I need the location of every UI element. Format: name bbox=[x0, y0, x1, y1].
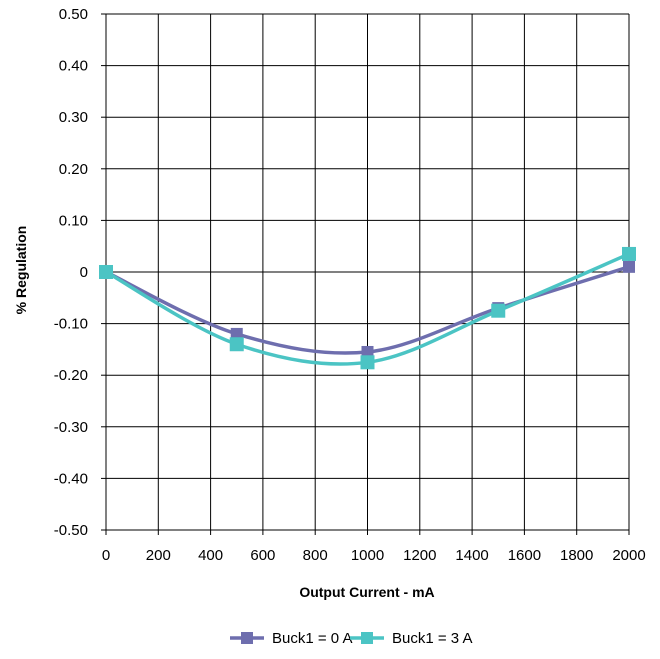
y-tick-label: 0.30 bbox=[59, 109, 88, 126]
y-tick-label: 0 bbox=[80, 264, 88, 281]
y-tick-label: -0.30 bbox=[54, 419, 88, 436]
data-point-1 bbox=[229, 337, 244, 352]
series-markers bbox=[99, 246, 636, 370]
x-tick-label: 200 bbox=[146, 547, 171, 564]
y-axis-ticks: 0.50 0.40 0.30 0.20 0.10 0 -0.10 -0.20 -0.30 -0.4… bbox=[54, 6, 88, 539]
y-tick-label: -0.40 bbox=[54, 470, 88, 487]
data-point-0 bbox=[623, 260, 635, 273]
x-tick-label: 1000 bbox=[351, 547, 384, 564]
y-axis-title: % Regulation bbox=[13, 226, 29, 315]
x-tick-label: 400 bbox=[198, 547, 223, 564]
y-tick-label: 0.20 bbox=[59, 161, 88, 178]
x-axis-ticks: 0 200 400 600 800 1000 1200 1400 1600 1800 2000 bbox=[102, 547, 646, 564]
y-tick-label: 0.10 bbox=[59, 212, 88, 229]
y-tick-label: -0.10 bbox=[54, 316, 88, 333]
x-tick-label: 1400 bbox=[455, 547, 488, 564]
x-tick-label: 1200 bbox=[403, 547, 436, 564]
data-point-1 bbox=[491, 303, 506, 318]
legend-swatch-marker bbox=[361, 632, 373, 644]
data-point-1 bbox=[360, 355, 375, 370]
grid bbox=[101, 13, 630, 535]
legend-label: Buck1 = 0 A bbox=[272, 630, 352, 647]
legend-item: Buck1 = 3 A bbox=[350, 630, 472, 647]
y-tick-label: 0.40 bbox=[59, 58, 88, 75]
x-tick-label: 0 bbox=[102, 547, 110, 564]
x-axis-title: Output Current - mA bbox=[299, 584, 434, 600]
x-tick-label: 1600 bbox=[508, 547, 541, 564]
x-tick-label: 800 bbox=[303, 547, 328, 564]
x-tick-label: 2000 bbox=[612, 547, 645, 564]
y-tick-label: -0.50 bbox=[54, 522, 88, 539]
legend: Buck1 = 0 A Buck1 = 3 A bbox=[230, 630, 472, 647]
data-point-1 bbox=[622, 246, 636, 261]
data-point-1 bbox=[99, 265, 113, 279]
legend-label: Buck1 = 3 A bbox=[392, 630, 472, 647]
data-point-0 bbox=[230, 327, 243, 340]
x-tick-label: 600 bbox=[250, 547, 275, 564]
legend-swatch-marker bbox=[241, 632, 253, 644]
legend-item: Buck1 = 0 A bbox=[230, 630, 352, 647]
y-tick-label: -0.20 bbox=[54, 367, 88, 384]
data-point-0 bbox=[361, 345, 374, 358]
x-tick-label: 1800 bbox=[560, 547, 593, 564]
y-tick-label: 0.50 bbox=[59, 6, 88, 23]
